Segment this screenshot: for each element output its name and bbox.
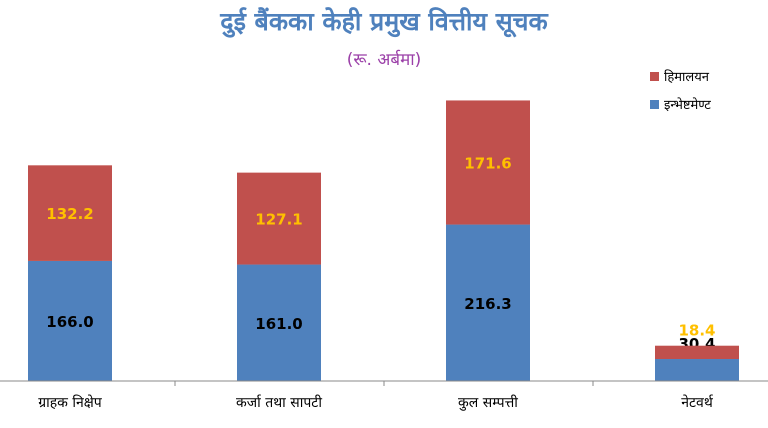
bar-investment-1 (237, 264, 321, 381)
data-label-himalayan-3: 18.4 (678, 322, 715, 340)
x-tick-label-2: कुल सम्पत्ती (458, 394, 518, 411)
legend: हिमालयन इन्भेष्टमेण्ट (650, 66, 711, 122)
x-tick-label-1: कर्जा तथा सापटी (236, 394, 322, 411)
legend-swatch-himalayan (650, 71, 659, 81)
legend-item-investment: इन्भेष्टमेण्ट (650, 94, 711, 114)
bar-investment-3 (655, 359, 739, 381)
bar-himalayan-2 (446, 100, 530, 225)
data-label-investment-2: 216.3 (464, 295, 511, 313)
data-label-investment-1: 161.0 (255, 315, 302, 333)
bar-investment-2 (446, 224, 530, 381)
bar-investment-0 (28, 260, 112, 381)
legend-item-himalayan: हिमालयन (650, 66, 711, 86)
data-label-himalayan-0: 132.2 (46, 205, 93, 223)
data-label-investment-0: 166.0 (46, 313, 93, 331)
x-tick-label-0: ग्राहक निक्षेप (38, 394, 103, 411)
bar-himalayan-1 (237, 172, 321, 265)
data-label-himalayan-2: 171.6 (464, 155, 511, 173)
data-label-himalayan-1: 127.1 (255, 211, 302, 229)
legend-label-himalayan: हिमालयन (664, 70, 709, 85)
x-tick-label-3: नेटवर्थ (681, 394, 714, 411)
chart-subtitle: (रू. अर्बमा) (346, 50, 422, 70)
bar-himalayan-0 (28, 165, 112, 261)
legend-swatch-investment (650, 99, 659, 109)
legend-label-investment: इन्भेष्टमेण्ट (664, 98, 711, 113)
chart-title: दुई बैंकका केही प्रमुख वित्तीय सूचक (220, 7, 548, 36)
bar-himalayan-3 (655, 345, 739, 360)
